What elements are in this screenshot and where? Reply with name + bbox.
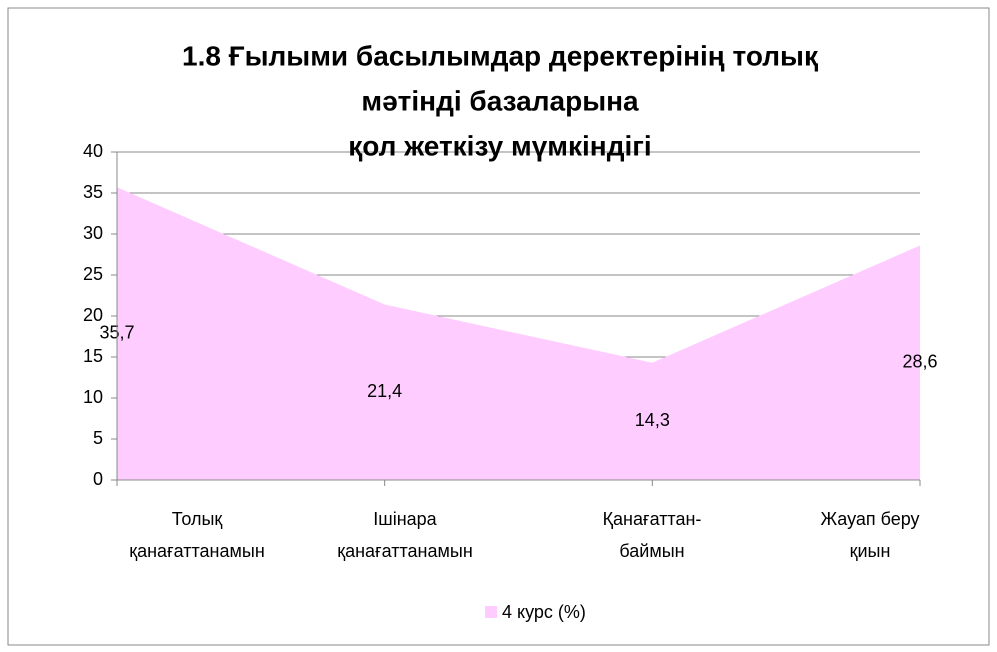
y-tick-label: 15 — [83, 346, 103, 366]
data-label: 14,3 — [635, 410, 670, 430]
y-tick-label: 20 — [83, 305, 103, 325]
x-tick-label-line: баймын — [619, 541, 684, 561]
x-tick-label: Толық қанағаттанамын — [129, 509, 265, 561]
y-tick-label: 40 — [83, 141, 103, 161]
x-tick-label: Қанағаттан-баймын — [603, 509, 702, 561]
area — [117, 187, 920, 480]
x-tick-label-line: Ішінара — [373, 509, 437, 529]
x-tick-label-line: қанағаттанамын — [129, 541, 265, 561]
y-tick-label: 0 — [93, 469, 103, 489]
legend-label: 4 курс (%) — [502, 602, 586, 622]
y-tick-label: 35 — [83, 182, 103, 202]
data-label: 28,6 — [902, 351, 937, 371]
chart-title: мәтінді базаларына — [361, 85, 639, 116]
x-tick-label-line: қанағаттанамын — [337, 541, 473, 561]
x-tick-label-line: қиын — [850, 541, 891, 561]
chart-title: 1.8 Ғылыми басылымдар деректерінің толық — [182, 40, 819, 71]
x-tick-label-line: Толық — [172, 509, 223, 529]
data-label: 21,4 — [367, 381, 402, 401]
x-tick-label: Жауап беру қиын — [820, 509, 919, 561]
x-tick-label: Ішінара қанағаттанамын — [337, 509, 473, 561]
legend-swatch — [485, 606, 497, 618]
y-tick-label: 25 — [83, 264, 103, 284]
chart-title: қол жеткізу мүмкіндігі — [348, 130, 651, 161]
y-tick-label: 30 — [83, 223, 103, 243]
x-tick-label-line: Қанағаттан- — [603, 509, 702, 529]
y-tick-label: 10 — [83, 387, 103, 407]
x-tick-label-line: Жауап беру — [820, 509, 919, 529]
y-tick-label: 5 — [93, 428, 103, 448]
